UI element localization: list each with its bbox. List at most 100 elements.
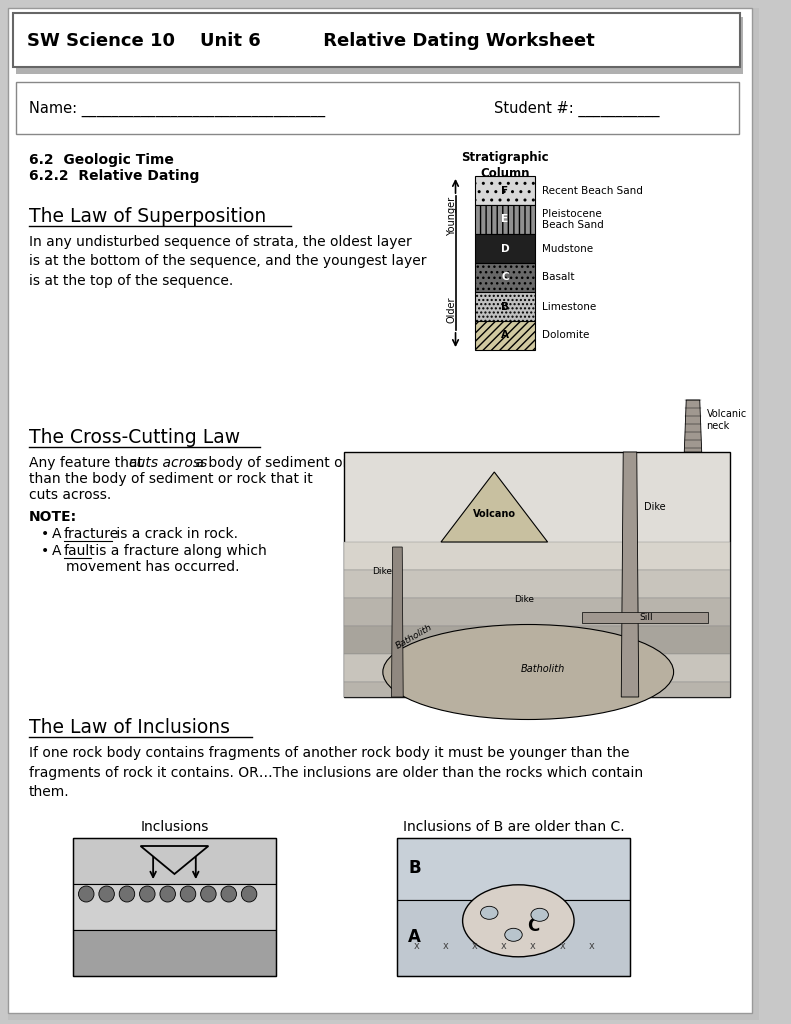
Text: Dolomite: Dolomite: [542, 331, 589, 341]
Text: A: A: [408, 929, 422, 946]
Text: Dike: Dike: [513, 596, 534, 604]
Bar: [344, 452, 730, 697]
Text: Stratigraphic
Column: Stratigraphic Column: [461, 151, 549, 180]
Text: The Law of Superposition: The Law of Superposition: [29, 207, 267, 226]
Polygon shape: [392, 547, 403, 697]
Bar: [397, 900, 630, 976]
Polygon shape: [684, 400, 702, 452]
Text: B: B: [408, 859, 421, 878]
Text: D: D: [501, 244, 509, 254]
Bar: [73, 838, 276, 884]
Circle shape: [201, 886, 216, 902]
Bar: [475, 176, 535, 205]
Text: cuts across.: cuts across.: [29, 488, 112, 502]
Bar: [475, 205, 535, 234]
Bar: [397, 838, 630, 976]
Text: Sill: Sill: [640, 613, 653, 622]
Text: Inclusions of B are older than C.: Inclusions of B are older than C.: [403, 820, 625, 834]
Bar: [475, 292, 535, 321]
Text: fault: fault: [64, 544, 96, 558]
Text: Batholith: Batholith: [394, 623, 433, 651]
Bar: [73, 884, 276, 930]
Circle shape: [139, 886, 155, 902]
Text: Dike: Dike: [644, 502, 665, 512]
Circle shape: [180, 886, 196, 902]
Bar: [344, 626, 730, 654]
Text: •: •: [40, 527, 49, 541]
Text: Any feature that: Any feature that: [29, 456, 147, 470]
Text: Name: _________________________________: Name: _________________________________: [29, 101, 325, 117]
Text: Inclusions: Inclusions: [140, 820, 209, 834]
Text: x: x: [501, 941, 507, 950]
Text: 6.2.2  Relative Dating: 6.2.2 Relative Dating: [29, 169, 199, 183]
Polygon shape: [621, 452, 638, 697]
Text: than the body of sediment or rock that it: than the body of sediment or rock that i…: [29, 472, 312, 486]
Text: Volcanic
neck: Volcanic neck: [706, 410, 747, 431]
Text: B: B: [501, 301, 509, 311]
Polygon shape: [441, 472, 547, 542]
Text: If one rock body contains fragments of another rock body it must be younger than: If one rock body contains fragments of a…: [29, 746, 643, 799]
Text: Basalt: Basalt: [542, 272, 574, 283]
Bar: [73, 930, 276, 976]
Circle shape: [119, 886, 134, 902]
Text: F: F: [501, 185, 509, 196]
Text: Batholith: Batholith: [520, 664, 565, 674]
Text: E: E: [501, 214, 509, 224]
Text: is a fracture along which: is a fracture along which: [91, 544, 267, 558]
Text: movement has occurred.: movement has occurred.: [66, 560, 240, 574]
Text: NOTE:: NOTE:: [29, 510, 78, 524]
Text: cuts across: cuts across: [129, 456, 207, 470]
Bar: [17, 82, 739, 134]
Text: x: x: [472, 941, 478, 950]
Circle shape: [78, 886, 94, 902]
Text: Pleistocene
Beach Sand: Pleistocene Beach Sand: [542, 209, 604, 230]
Bar: [475, 263, 535, 292]
Text: In any undisturbed sequence of strata, the oldest layer
is at the bottom of the : In any undisturbed sequence of strata, t…: [29, 234, 426, 288]
Text: •: •: [40, 544, 49, 558]
Text: A: A: [52, 544, 66, 558]
Ellipse shape: [531, 908, 548, 922]
Bar: [344, 682, 730, 697]
Bar: [581, 612, 707, 623]
Text: The Cross-Cutting Law: The Cross-Cutting Law: [29, 428, 240, 447]
Bar: [344, 542, 730, 570]
Text: Volcano: Volcano: [473, 509, 516, 519]
Circle shape: [241, 886, 257, 902]
Text: fracture: fracture: [64, 527, 119, 541]
Text: x: x: [589, 941, 594, 950]
Text: C: C: [527, 916, 539, 935]
Text: x: x: [530, 941, 536, 950]
Text: Student #: ___________: Student #: ___________: [494, 101, 660, 117]
Text: Mudstone: Mudstone: [542, 244, 593, 254]
Ellipse shape: [505, 929, 522, 941]
Bar: [397, 838, 630, 900]
Text: Limestone: Limestone: [542, 301, 596, 311]
Bar: [475, 321, 535, 350]
Bar: [344, 598, 730, 626]
Text: 6.2  Geologic Time: 6.2 Geologic Time: [29, 153, 174, 167]
Text: a body of sediment or rock is younger: a body of sediment or rock is younger: [191, 456, 460, 470]
Text: Recent Beach Sand: Recent Beach Sand: [542, 185, 642, 196]
Text: A: A: [52, 527, 66, 541]
Text: C: C: [501, 272, 509, 283]
Ellipse shape: [481, 906, 498, 920]
Text: Older: Older: [447, 297, 456, 324]
Text: x: x: [559, 941, 565, 950]
Circle shape: [160, 886, 176, 902]
Text: Younger: Younger: [447, 197, 456, 236]
Bar: [475, 234, 535, 263]
Text: x: x: [414, 941, 420, 950]
Ellipse shape: [383, 625, 674, 720]
Ellipse shape: [463, 885, 574, 956]
Bar: [17, 17, 744, 74]
Text: is a crack in rock.: is a crack in rock.: [112, 527, 238, 541]
Circle shape: [99, 886, 115, 902]
Text: SW Science 10    Unit 6          Relative Dating Worksheet: SW Science 10 Unit 6 Relative Dating Wor…: [27, 32, 595, 50]
Text: Dike: Dike: [373, 567, 392, 577]
Bar: [13, 13, 740, 67]
Text: x: x: [443, 941, 448, 950]
Bar: [344, 654, 730, 682]
Circle shape: [221, 886, 237, 902]
Text: A: A: [501, 331, 509, 341]
Bar: [344, 570, 730, 598]
